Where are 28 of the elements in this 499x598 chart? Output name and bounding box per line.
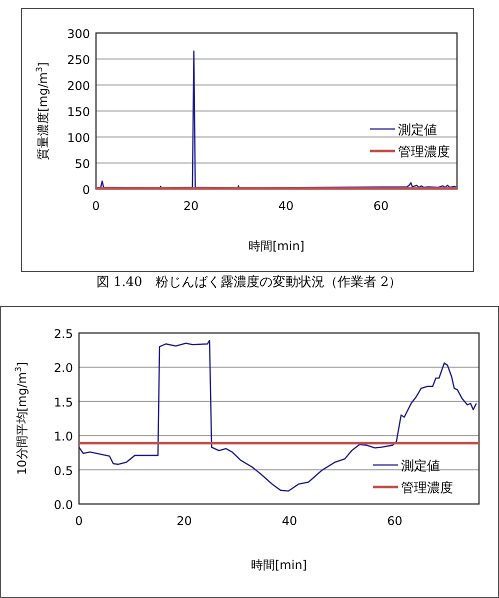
y-tick-label: 50 (74, 157, 90, 171)
x-axis-title: 時間[min] (251, 558, 307, 572)
x-tick-label: 0 (92, 199, 100, 213)
y-tick-label: 2.5 (54, 327, 73, 341)
x-axis-title: 時間[min] (248, 239, 304, 253)
legend-label: 測定値 (401, 459, 440, 474)
x-tick-label: 60 (373, 199, 389, 213)
y-tick-label: 1.5 (54, 395, 73, 410)
y-tick-label: 250 (67, 53, 90, 67)
y-tick-label: 200 (67, 79, 90, 93)
legend-label: 測定値 (398, 123, 437, 138)
y-tick-label: 2.0 (54, 361, 73, 376)
y-tick-label: 1.0 (54, 430, 73, 444)
line-series (78, 340, 478, 492)
y-tick-label: 300 (67, 27, 90, 41)
y-tick-label: 100 (67, 131, 90, 145)
x-tick-label: 40 (278, 199, 294, 213)
x-tick-label: 20 (183, 199, 199, 213)
x-tick-label: 20 (176, 514, 192, 528)
y-tick-label: 150 (67, 105, 90, 119)
caption: 図 1.40 粉じんばく露濃度の変動状況（作業者 2） (96, 274, 402, 290)
y-tick-label: 0.5 (54, 464, 73, 478)
legend-label: 管理濃度 (401, 480, 453, 496)
x-tick-label: 60 (387, 514, 402, 528)
x-tick-label: 40 (282, 514, 298, 528)
y-tick-label: 0 (82, 183, 90, 197)
y-tick-label: 0.0 (54, 498, 73, 512)
legend-label: 管理濃度 (398, 144, 450, 160)
